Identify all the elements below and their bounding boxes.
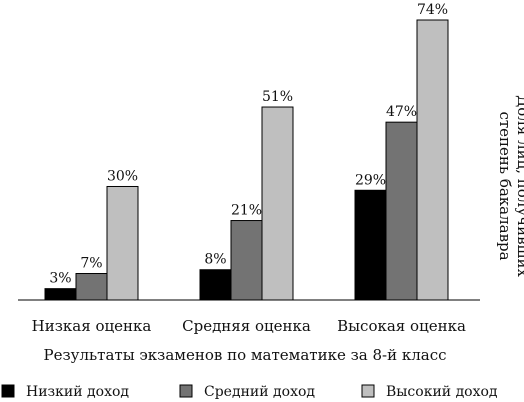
x-axis-title: Результаты экзаменов по математике за 8-… — [43, 346, 446, 364]
category-label: Низкая оценка — [32, 317, 152, 335]
bar-value-label: 21% — [231, 203, 262, 219]
legend-label: Высокий доход — [386, 384, 498, 400]
legend-swatch — [1, 384, 15, 398]
category-label: Высокая оценка — [337, 317, 466, 335]
bar-3-1 — [354, 189, 387, 301]
bar-value-label: 8% — [204, 252, 226, 268]
y-axis-title: Доля лиц, получивших степень бакалавра — [496, 95, 524, 277]
bar-value-label: 7% — [80, 256, 102, 272]
y-axis-title-line-2: степень бакалавра — [496, 111, 514, 260]
legend-label: Низкий доход — [26, 384, 129, 400]
legend-label: Средний доход — [204, 384, 315, 400]
category-label: Средняя оценка — [182, 317, 311, 335]
bar-value-label: 47% — [386, 104, 417, 120]
bar-3-2 — [385, 121, 418, 301]
bar-2-2 — [230, 220, 263, 301]
bar-1-3 — [106, 185, 139, 301]
bar-value-label: 29% — [355, 172, 386, 188]
legend-swatch — [361, 384, 375, 398]
bar-value-label: 3% — [49, 271, 71, 287]
legend: Низкий доход Средний доход Высокий доход — [1, 384, 498, 400]
bar-2-1 — [199, 269, 232, 301]
bar-value-label: 74% — [417, 2, 448, 18]
category-labels-group: Низкая оценка Средняя оценка Высокая оценк… — [32, 317, 466, 335]
bar-2-3 — [261, 106, 294, 301]
bar-1-1 — [44, 288, 77, 301]
legend-swatch — [179, 384, 193, 398]
bar-value-label: 51% — [262, 89, 293, 105]
bars-group: 3% 7% 30% 8% 21% 51% 29% 47% 74% — [44, 2, 449, 301]
bar-1-2 — [75, 273, 108, 301]
bar-value-label: 30% — [107, 168, 138, 184]
y-axis-title-line-1: Доля лиц, получивших — [514, 95, 524, 277]
bar-3-3 — [416, 19, 449, 301]
